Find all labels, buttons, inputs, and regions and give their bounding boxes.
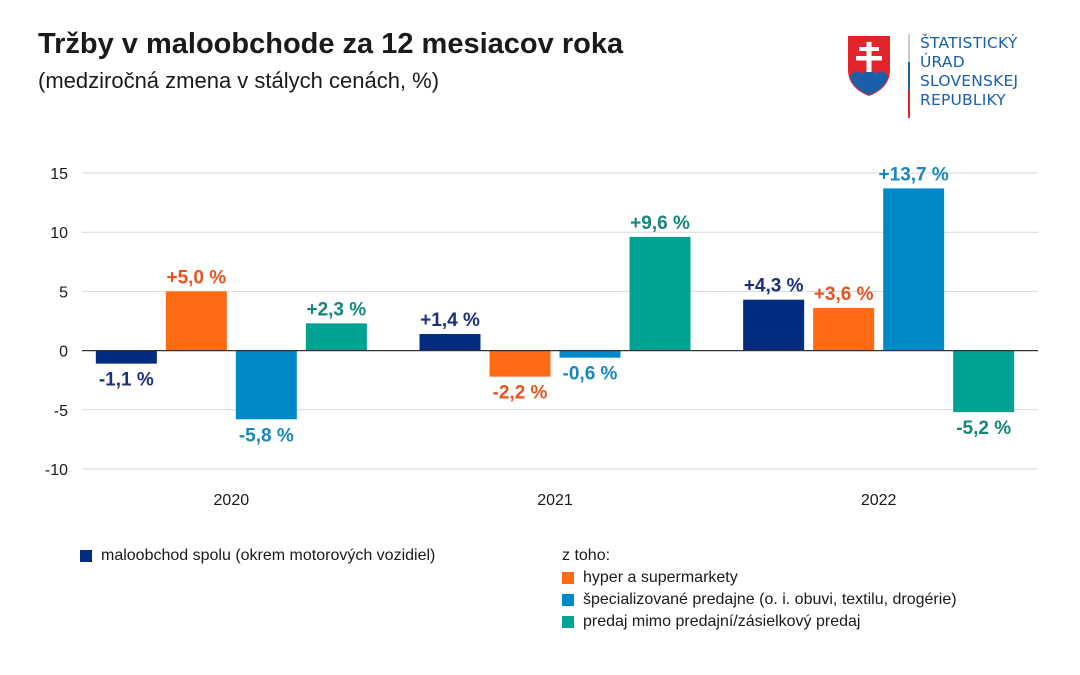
y-tick-label: 5 (59, 284, 68, 301)
data-label: +9,6 % (630, 213, 690, 234)
bar (883, 188, 945, 351)
x-tick-label: 2020 (214, 492, 250, 509)
bar (235, 350, 297, 420)
data-label: +5,0 % (166, 267, 226, 288)
legend-swatch (562, 594, 574, 606)
logo-text: ŠTATISTICKÝ ÚRAD SLOVENSKEJ REPUBLIKY (920, 34, 1018, 110)
logo (848, 34, 910, 118)
slovak-coat-of-arms-icon (848, 36, 890, 96)
legend-subheading: z toho: (562, 545, 957, 567)
bar (559, 350, 621, 358)
x-tick-label: 2021 (537, 492, 573, 509)
data-label: -1,1 % (99, 370, 154, 391)
legend-label: špecializované predajne (o. i. obuvi, te… (583, 591, 957, 608)
bar (489, 350, 551, 377)
y-tick-label: -10 (45, 462, 68, 479)
legend-label: hyper a supermarkety (583, 569, 738, 586)
x-tick-label: 2022 (861, 492, 897, 509)
chart-title: Tržby v maloobchode za 12 mesiacov roka (38, 28, 624, 60)
data-label: -5,8 % (239, 425, 294, 446)
legend-left: maloobchod spolu (okrem motorových vozid… (80, 545, 435, 567)
data-label: +1,4 % (420, 310, 480, 331)
data-label: +4,3 % (744, 276, 804, 297)
chart-subtitle: (medziročná zmena v stálych cenách, %) (38, 68, 440, 93)
logo-line: ÚRAD (920, 53, 965, 71)
legend-subheading-text: z toho: (562, 547, 611, 564)
data-label: -2,2 % (493, 383, 548, 404)
data-label: +2,3 % (306, 299, 366, 320)
logo-line: REPUBLIKY (920, 91, 1006, 109)
legend-label: predaj mimo predajní/zásielkový predaj (583, 613, 861, 630)
legend-swatch (80, 550, 92, 562)
bar-chart: 15 10 5 0 -5 -10 -1,1 % +5,0 % -5,8 % +2,3 % 2020 +… (45, 164, 1038, 509)
data-label: +13,7 % (879, 164, 949, 185)
bar (813, 307, 875, 351)
y-tick-label: 0 (59, 344, 68, 361)
legend-label: maloobchod spolu (okrem motorových vozid… (101, 547, 436, 564)
bar (165, 291, 227, 351)
legend-item: špecializované predajne (o. i. obuvi, te… (562, 589, 957, 611)
legend-swatch (562, 616, 574, 628)
bar (953, 350, 1015, 413)
bar (629, 236, 691, 351)
logo-line: ŠTATISTICKÝ (920, 34, 1018, 52)
data-label: +3,6 % (814, 284, 874, 305)
legend-swatch (562, 572, 574, 584)
legend-item: hyper a supermarkety (562, 567, 957, 589)
y-tick-label: 10 (50, 225, 68, 242)
legend-item: predaj mimo predajní/zásielkový predaj (562, 611, 957, 633)
y-tick-label: -5 (54, 403, 68, 420)
bar (419, 334, 481, 351)
legend-right: z toho: hyper a supermarkety špecializov… (562, 545, 957, 633)
legend-item: maloobchod spolu (okrem motorových vozid… (80, 545, 435, 567)
bar (743, 299, 805, 351)
bar (95, 350, 157, 364)
data-label: -5,2 % (956, 418, 1011, 439)
logo-divider (908, 34, 910, 62)
data-label: -0,6 % (563, 364, 618, 385)
logo-line: SLOVENSKEJ (920, 72, 1019, 90)
y-tick-label: 15 (50, 166, 68, 183)
bar (305, 323, 367, 351)
